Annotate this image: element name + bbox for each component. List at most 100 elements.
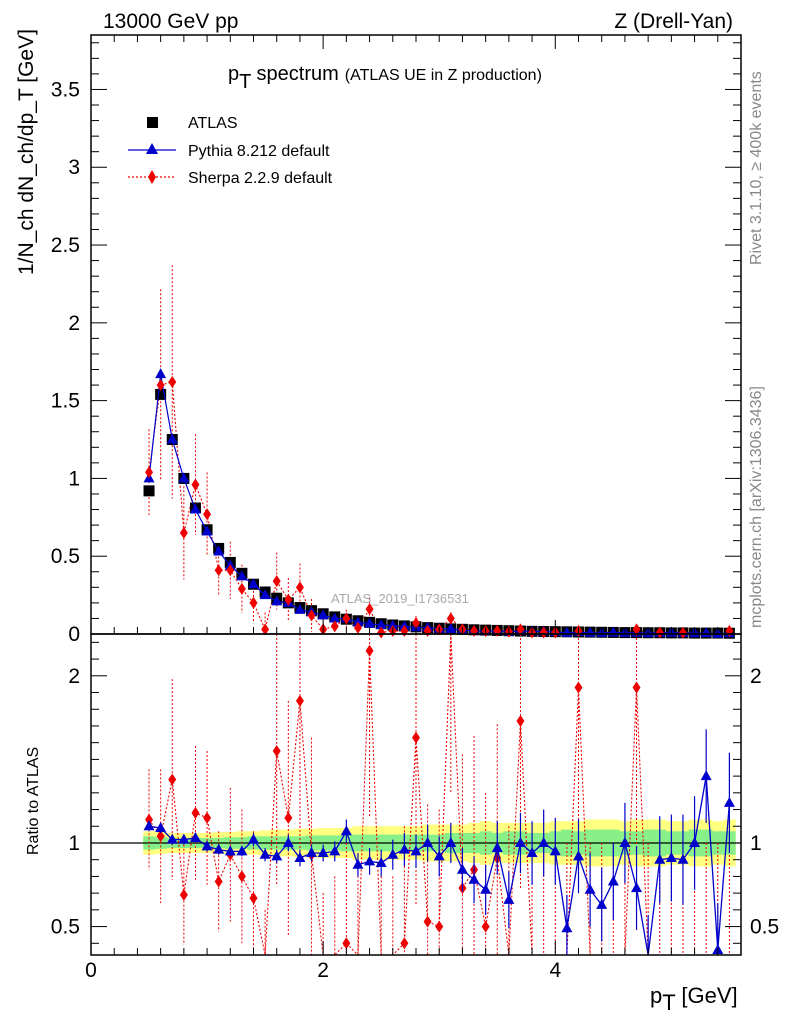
sherpa-point	[353, 621, 362, 634]
pythia-point	[259, 589, 271, 600]
sherpa-point	[330, 620, 339, 633]
header-left: 13000 GeV pp	[103, 10, 238, 33]
sherpa-ratio-point	[145, 813, 154, 826]
sherpa-point	[678, 626, 687, 639]
y-tick-label: 1.5	[51, 390, 80, 413]
sherpa-point	[179, 526, 188, 539]
pythia-ratio-point	[538, 836, 550, 847]
legend-label-sherpa: Sherpa 2.2.9 default	[188, 170, 333, 187]
pythia-ratio-point	[329, 845, 341, 856]
sherpa-point	[342, 612, 351, 625]
pythia-ratio-point	[584, 883, 596, 894]
atlas-point	[143, 485, 155, 497]
pythia-ratio-point	[445, 836, 457, 847]
pythia-point	[178, 472, 190, 483]
y-tick-label: 3.5	[51, 78, 80, 101]
pythia-point	[375, 618, 387, 629]
sherpa-ratio-point	[435, 920, 444, 933]
sherpa-ratio-point	[632, 681, 641, 694]
pythia-ratio-point	[561, 922, 573, 933]
pythia-ratio-point	[596, 898, 608, 909]
pythia-ratio-point	[259, 848, 271, 859]
ratio-y-tick-label-left: 2	[68, 665, 80, 688]
sherpa-ratio-point	[412, 731, 420, 744]
pythia-point	[352, 616, 364, 627]
pythia-point	[248, 578, 259, 589]
pythia-point	[155, 368, 167, 379]
sherpa-ratio-point	[284, 811, 293, 824]
y-tick-label: 2.5	[51, 234, 80, 257]
ratio-y-tick-label-left: 1	[68, 832, 80, 855]
sherpa-point	[214, 564, 223, 577]
pythia-ratio-point	[352, 858, 364, 869]
sherpa-ratio-point	[574, 681, 583, 694]
ratio-y-tick-label-right: 2	[750, 665, 762, 688]
pythia-point	[329, 612, 341, 623]
pythia-point	[236, 570, 248, 581]
x-axis-label-rest: [GeV]	[675, 983, 737, 1008]
pythia-ratio-point	[549, 845, 561, 856]
sherpa-point	[191, 478, 200, 491]
pythia-ratio-point	[689, 836, 701, 847]
pythia-point	[364, 617, 376, 628]
legend-marker-sherpa	[148, 170, 156, 184]
sherpa-point	[365, 603, 374, 616]
pythia-ratio-point	[248, 833, 259, 844]
x-axis-label-subscript: T	[662, 990, 675, 1015]
axis-tick-labels: 00.511.522.533.50.5 0.51 12 20 2 4	[51, 78, 779, 982]
header-right: Z (Drell-Yan)	[614, 10, 733, 33]
pythia-ratio-point	[340, 825, 352, 836]
sherpa-ratio-point	[214, 875, 223, 888]
ratio-panel-data	[91, 633, 741, 957]
sherpa-point	[145, 466, 154, 479]
sherpa-ratio-point	[365, 644, 374, 657]
y-tick-label: 1	[68, 467, 80, 490]
pythia-ratio-point	[468, 873, 480, 884]
sherpa-point	[272, 575, 281, 588]
pythia-ratio-point	[166, 833, 178, 844]
sherpa-point	[412, 617, 420, 630]
pythia-ratio-point	[723, 796, 735, 807]
sherpa-ratio-point	[342, 937, 351, 950]
sherpa-point	[446, 612, 455, 625]
mcplots-label: mcplots.cern.ch [arXiv:1306.3436]	[748, 386, 765, 628]
y-tick-label: 0.5	[51, 545, 80, 568]
pythia-ratio-point	[271, 850, 283, 861]
analysis-watermark: ATLAS_2019_I1736531	[331, 591, 469, 606]
sherpa-point	[203, 508, 212, 521]
pythia-ratio-point	[433, 850, 445, 861]
ratio-y-tick-label-right: 0.5	[750, 916, 779, 939]
sherpa-point	[237, 582, 246, 595]
ratio-y-tick-label-left: 0.5	[51, 916, 80, 939]
pythia-ratio-point	[514, 836, 526, 847]
pythia-ratio-point	[526, 847, 538, 858]
sherpa-point	[377, 626, 386, 639]
sherpa-ratio-point	[516, 714, 525, 727]
pythia-point	[317, 609, 329, 620]
sherpa-ratio-point	[249, 892, 258, 905]
sherpa-point	[539, 626, 548, 639]
pythia-point	[387, 619, 399, 630]
sherpa-point	[295, 581, 304, 594]
pythia-ratio-point	[619, 836, 631, 847]
title-p: p	[228, 63, 239, 85]
chart-subtitle: (ATLAS UE in Z production)	[345, 67, 542, 84]
sherpa-line	[148, 381, 730, 634]
pythia-ratio-point	[306, 847, 318, 858]
y-tick-label: 0	[68, 623, 80, 646]
sherpa-ratio-point	[423, 915, 432, 928]
pythia-ratio-point	[700, 770, 712, 781]
sherpa-point	[226, 564, 235, 577]
pythia-ratio-point	[398, 843, 410, 854]
sherpa-ratio-point	[481, 920, 490, 933]
pythia-ratio-point	[677, 853, 689, 864]
x-tick-label: 4	[549, 959, 561, 982]
pythia-point	[201, 525, 213, 536]
x-tick-label: 0	[85, 959, 97, 982]
pythia-ratio-point	[491, 842, 503, 852]
pythia-point	[294, 603, 306, 614]
sherpa-ratio-point	[156, 830, 165, 843]
pythia-ratio-point	[503, 893, 515, 904]
pythia-ratio-point	[236, 845, 248, 856]
pythia-ratio-point	[456, 863, 468, 874]
